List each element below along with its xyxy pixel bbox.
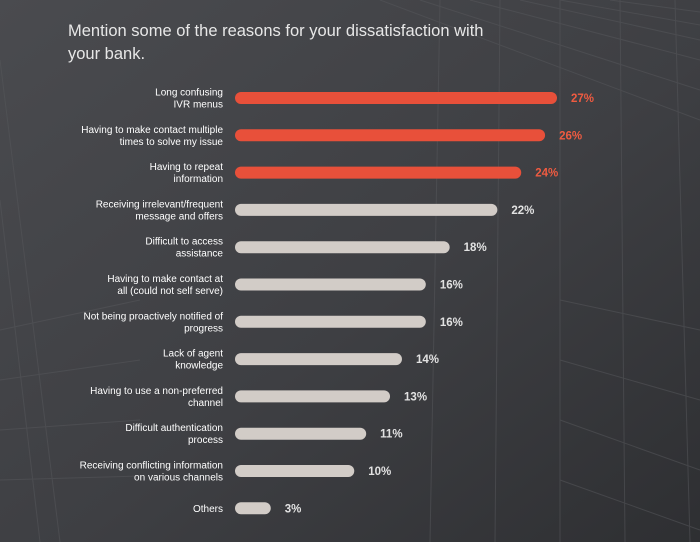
category-label: Difficult authentication process bbox=[125, 423, 223, 446]
bar bbox=[235, 203, 498, 216]
category-label: Difficult to access assistance bbox=[145, 237, 223, 260]
bar bbox=[235, 390, 391, 403]
value-label: 16% bbox=[440, 280, 463, 292]
category-label: Having to repeat information bbox=[150, 162, 224, 185]
value-label: 16% bbox=[440, 317, 463, 329]
chart-title: Mention some of the reasons for your dis… bbox=[68, 22, 484, 63]
value-label: 27% bbox=[571, 93, 594, 105]
category-label: Having to make contact multiple times to … bbox=[81, 125, 223, 148]
value-label: 24% bbox=[535, 168, 558, 180]
value-label: 13% bbox=[404, 391, 427, 403]
value-label: 22% bbox=[511, 205, 534, 217]
category-label: Lack of agent knowledge bbox=[163, 349, 223, 372]
category-label: Receiving irrelevant/frequent message and… bbox=[96, 199, 224, 222]
bar bbox=[235, 465, 355, 477]
value-label: 10% bbox=[368, 466, 391, 478]
category-label: Receiving conflicting information on vari… bbox=[80, 461, 223, 484]
bar bbox=[235, 166, 522, 179]
value-label: 3% bbox=[285, 503, 302, 515]
category-label: Others bbox=[193, 504, 223, 515]
bar bbox=[235, 129, 546, 142]
category-label: Long confusing IVR menus bbox=[155, 88, 223, 111]
bar bbox=[235, 92, 557, 104]
bar bbox=[235, 427, 367, 440]
value-label: 26% bbox=[559, 130, 582, 142]
bar bbox=[235, 241, 450, 254]
category-label: Having to make contact at all (could not … bbox=[107, 274, 223, 297]
value-label: 18% bbox=[464, 242, 487, 254]
bar bbox=[235, 278, 426, 291]
bar bbox=[235, 502, 271, 515]
category-label: Having to use a non-preferred channel bbox=[90, 386, 223, 409]
category-label: Not being proactively notified of progres… bbox=[83, 311, 223, 334]
bar bbox=[235, 353, 402, 366]
bar bbox=[235, 315, 426, 328]
value-label: 11% bbox=[380, 429, 402, 441]
value-label: 14% bbox=[416, 354, 439, 366]
